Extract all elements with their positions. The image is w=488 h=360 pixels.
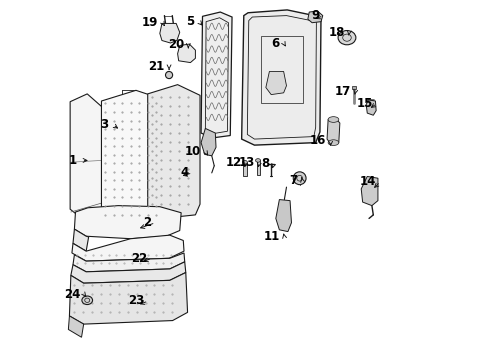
Text: 3: 3 (100, 118, 108, 131)
Text: 4: 4 (180, 166, 188, 179)
Ellipse shape (81, 296, 92, 305)
Text: 15: 15 (355, 97, 372, 110)
Text: 6: 6 (270, 36, 279, 50)
Text: 11: 11 (264, 230, 280, 243)
Bar (260, 36, 303, 103)
Ellipse shape (165, 72, 172, 78)
Ellipse shape (327, 140, 338, 145)
Text: 18: 18 (328, 26, 344, 39)
Ellipse shape (337, 31, 355, 45)
Polygon shape (68, 316, 83, 337)
Text: 24: 24 (63, 288, 80, 301)
Polygon shape (73, 229, 88, 251)
Ellipse shape (293, 172, 305, 185)
Text: 9: 9 (310, 9, 319, 22)
Polygon shape (177, 44, 195, 63)
Text: 12: 12 (225, 156, 241, 169)
Text: 16: 16 (309, 134, 325, 147)
Text: 22: 22 (131, 252, 147, 265)
Polygon shape (74, 206, 181, 239)
Text: 19: 19 (142, 16, 158, 29)
Polygon shape (307, 11, 322, 23)
Polygon shape (361, 176, 377, 206)
Polygon shape (201, 12, 232, 138)
Polygon shape (73, 253, 184, 272)
Bar (256, 161, 259, 175)
Polygon shape (101, 90, 168, 224)
Polygon shape (147, 85, 200, 219)
Polygon shape (275, 199, 291, 231)
Polygon shape (241, 10, 320, 145)
Polygon shape (326, 118, 339, 144)
Text: 2: 2 (143, 216, 151, 229)
Text: 14: 14 (359, 175, 375, 188)
Polygon shape (72, 235, 183, 261)
Polygon shape (366, 100, 375, 115)
Text: 13: 13 (239, 156, 255, 169)
Polygon shape (201, 129, 216, 156)
Text: 23: 23 (128, 294, 144, 307)
Text: 1: 1 (69, 154, 77, 167)
Bar (243, 162, 246, 176)
Polygon shape (71, 262, 185, 283)
Polygon shape (69, 273, 187, 324)
Text: 7: 7 (289, 174, 297, 186)
Text: 20: 20 (167, 38, 183, 51)
Ellipse shape (242, 161, 247, 164)
Text: 17: 17 (334, 85, 350, 98)
Text: 8: 8 (261, 157, 269, 171)
Text: 21: 21 (148, 60, 164, 73)
Bar (351, 86, 355, 89)
Ellipse shape (327, 117, 338, 122)
Text: 5: 5 (186, 15, 194, 28)
Polygon shape (265, 72, 286, 95)
Ellipse shape (255, 159, 260, 162)
Polygon shape (70, 94, 102, 222)
Text: 10: 10 (184, 145, 201, 158)
Polygon shape (160, 23, 180, 43)
